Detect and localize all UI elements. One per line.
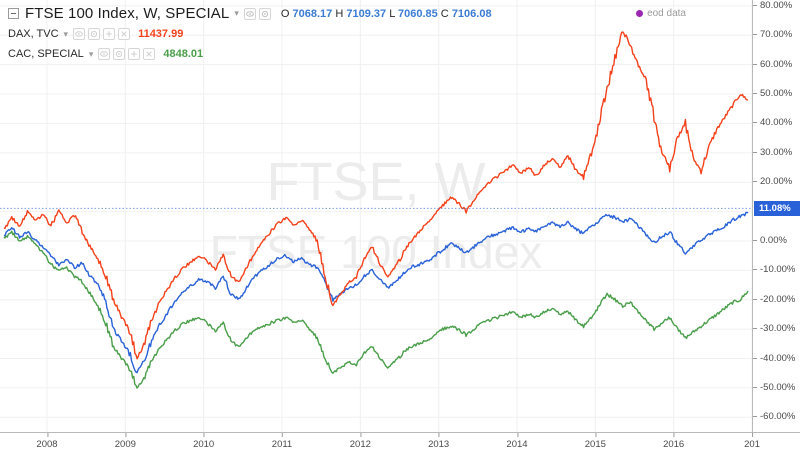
chevron-down-icon[interactable]: ▾	[88, 48, 94, 59]
price-tick-label: 20.00%	[760, 176, 793, 188]
collapse-icon[interactable]	[8, 8, 19, 19]
eod-data-badge: eod data	[636, 8, 686, 19]
price-tick: -30.00%	[753, 323, 800, 335]
eye-icon[interactable]	[98, 48, 111, 60]
eod-dot-icon	[636, 10, 644, 17]
price-tick: -40.00%	[753, 353, 800, 365]
time-tick: 201	[744, 433, 760, 450]
price-tick-label: 80.00%	[760, 0, 793, 11]
price-tick-label: -20.00%	[760, 293, 796, 305]
time-tick-label: 2013	[428, 439, 450, 450]
series-name-dax: DAX, TVC	[8, 28, 59, 40]
watermark-line-1: FTSE, W	[267, 152, 486, 212]
ohlc-open-value: 7068.17	[292, 7, 333, 20]
price-tick-label: -10.00%	[760, 264, 796, 276]
ohlc-low-value: 7060.85	[397, 7, 438, 20]
price-tick: 40.00%	[753, 117, 800, 129]
series-value-cac: 4848.01	[163, 48, 204, 60]
chart-plot-area[interactable]: FTSE, W FTSE 100 Index FTSE 100 Index, W…	[0, 0, 752, 432]
price-tick-label: 30.00%	[760, 146, 793, 158]
ohlc-low-label: L	[389, 7, 395, 20]
price-tick: 60.00%	[753, 59, 800, 71]
time-tick: 2010	[193, 433, 214, 450]
chevron-down-icon[interactable]: ▾	[234, 8, 239, 18]
price-tick: 0.00%	[753, 235, 800, 247]
time-tick: 2014	[506, 433, 528, 450]
price-tick-label: 70.00%	[760, 29, 793, 41]
price-tick-label: 60.00%	[760, 58, 793, 70]
price-axis[interactable]: 80.00% 70.00% 60.00% 50.00% 40.00% 30.00% 20.0…	[752, 0, 800, 432]
price-tick-label: 50.00%	[760, 88, 793, 100]
chart-title: FTSE 100 Index, W, SPECIAL	[25, 5, 230, 22]
chart-gridlines	[0, 0, 752, 432]
time-tick-label: 2015	[584, 439, 606, 450]
time-tick-label: 2008	[36, 439, 58, 450]
price-tick: 50.00%	[753, 88, 800, 100]
price-tick: 20.00%	[753, 176, 800, 188]
price-tick: 80.00%	[753, 0, 800, 12]
price-tick: -50.00%	[753, 382, 800, 394]
time-tick: 2015	[585, 433, 606, 450]
current-price-label: 11.08%	[759, 203, 791, 215]
time-tick: 2011	[272, 433, 292, 450]
ohlc-close-value: 7106.08	[451, 7, 492, 20]
series-line	[3, 230, 749, 389]
legend-buttons-main	[243, 7, 271, 20]
time-tick: 2016	[663, 433, 684, 450]
time-tick-label: 2010	[193, 439, 215, 450]
time-tick-label: 2014	[506, 439, 528, 450]
ohlc-open-label: O	[280, 7, 290, 20]
series-name-cac: CAC, SPECIAL	[8, 48, 84, 60]
close-icon[interactable]	[118, 28, 131, 40]
time-tick-label: 2012	[349, 439, 371, 450]
legend-row-cac[interactable]: CAC, SPECIAL ▾ 4848.01	[8, 44, 752, 64]
time-axis[interactable]: 2008 2009 2010 2011 2012 2013 2014 2015 2016 201	[0, 432, 800, 456]
price-tick: 30.00%	[753, 147, 800, 159]
price-tick: -20.00%	[753, 294, 800, 306]
add-icon[interactable]	[128, 48, 141, 60]
legend-row-dax[interactable]: DAX, TVC ▾ 11437.99	[8, 24, 752, 44]
settings-icon[interactable]	[88, 28, 101, 40]
legend-buttons-cac	[98, 48, 156, 60]
close-icon[interactable]	[143, 48, 156, 60]
time-tick-label: 2009	[114, 439, 136, 450]
time-tick-label: 2016	[663, 439, 685, 450]
price-tick: -60.00%	[753, 411, 800, 423]
chart-watermark: FTSE, W FTSE 100 Index	[210, 152, 542, 278]
price-tick-label: -50.00%	[760, 381, 796, 393]
time-tick-label: 201	[744, 439, 760, 450]
series-line	[3, 211, 749, 374]
price-tick: 70.00%	[753, 29, 800, 41]
time-tick: 2013	[428, 433, 449, 450]
price-tick-label: -30.00%	[760, 323, 796, 335]
price-tick-label: 40.00%	[760, 117, 793, 129]
eye-icon[interactable]	[73, 28, 86, 40]
price-tick-label: -60.00%	[760, 411, 796, 423]
settings-icon[interactable]	[258, 7, 271, 20]
eod-data-label: eod data	[647, 8, 686, 19]
price-tick-label: 0.00%	[760, 234, 787, 246]
ohlc-close-label: C	[440, 7, 449, 20]
time-tick-label: 2011	[271, 439, 293, 450]
ohlc-high-value: 7109.37	[346, 7, 387, 20]
time-tick: 2012	[350, 433, 371, 450]
time-tick: 2008	[36, 433, 58, 450]
price-tick: -10.00%	[753, 264, 800, 276]
add-icon[interactable]	[103, 28, 116, 40]
series-line	[3, 31, 749, 360]
legend-buttons-dax	[73, 28, 131, 40]
eye-icon[interactable]	[243, 7, 256, 20]
price-tick-label: -40.00%	[760, 352, 796, 364]
ohlc-values: O 7068.17 H 7109.37 L 7060.85 C 7106.08	[281, 8, 492, 20]
chevron-down-icon[interactable]: ▾	[63, 28, 69, 39]
current-price-badge: 11.08%	[754, 201, 800, 217]
chart-legend: FTSE 100 Index, W, SPECIAL ▾ O 7068.17 H…	[0, 0, 752, 64]
settings-icon[interactable]	[113, 48, 126, 60]
time-tick: 2009	[115, 433, 136, 450]
legend-row-main[interactable]: FTSE 100 Index, W, SPECIAL ▾ O 7068.17 H…	[8, 3, 752, 24]
series-value-dax: 11437.99	[138, 28, 184, 40]
ohlc-high-label: H	[335, 7, 344, 20]
chart-series-layer	[0, 31, 752, 389]
